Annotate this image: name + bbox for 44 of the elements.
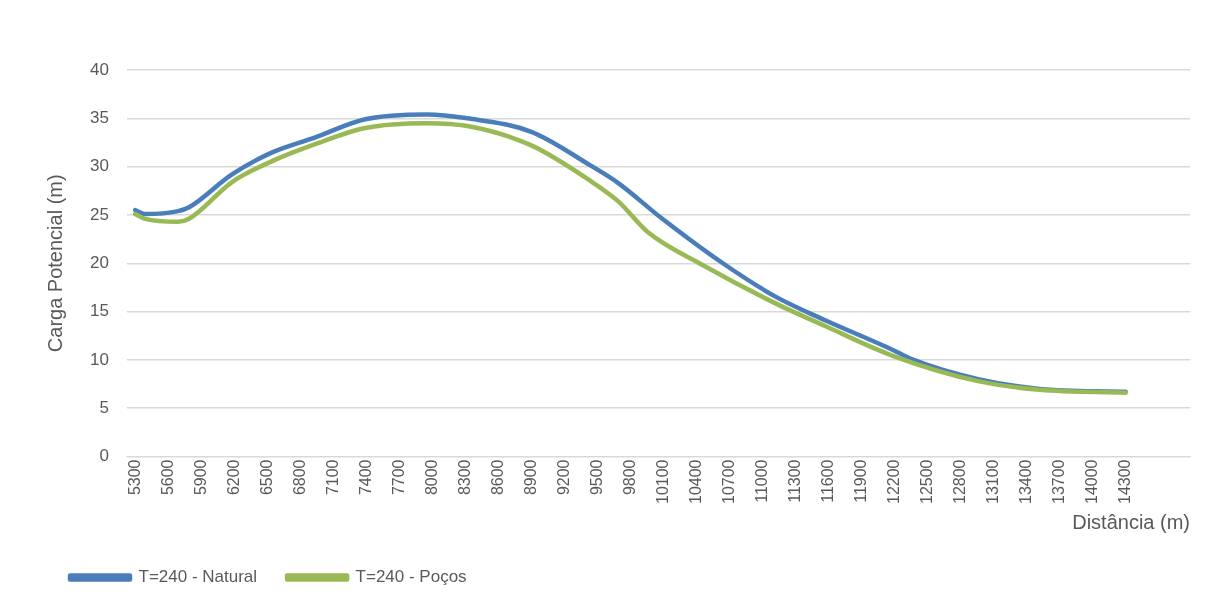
x-tick-label: 7400 (356, 459, 374, 496)
y-tick-label: 35 (89, 108, 109, 127)
x-tick-label: 6200 (224, 459, 242, 496)
y-tick-label: 5 (99, 397, 109, 417)
x-tick-label: 7100 (323, 459, 341, 496)
y-tick-label: 40 (89, 59, 109, 79)
x-tick-label: 11600 (818, 459, 836, 503)
x-tick-label: 14300 (1116, 459, 1134, 505)
x-tick-label: 6500 (257, 459, 275, 496)
x-axis-title: Distância (m) (1072, 510, 1190, 533)
y-axis-title: Carga Potencial (m) (43, 174, 66, 353)
y-tick-label: 0 (99, 446, 109, 466)
x-tick-label: 12800 (950, 459, 968, 505)
x-tick-label: 10700 (719, 459, 737, 505)
legend-label: T=240 - Natural (138, 567, 258, 587)
y-tick-label: 20 (89, 252, 109, 272)
x-tick-label: 13100 (983, 459, 1001, 505)
x-tick-label: 8000 (422, 459, 440, 496)
x-tick-label: 13700 (1050, 459, 1067, 505)
x-tick-label: 9800 (620, 459, 638, 496)
x-tick-label: 12500 (917, 459, 935, 505)
x-tick-label: 5900 (191, 459, 209, 496)
y-tick-label: 25 (89, 204, 109, 224)
x-tick-label: 10100 (653, 459, 671, 505)
y-tick-label: 15 (89, 301, 109, 321)
x-tick-label: 5300 (125, 459, 143, 496)
x-tick-label: 8300 (455, 459, 473, 496)
y-tick-label: 30 (89, 156, 109, 176)
x-tick-label: 11900 (851, 459, 869, 503)
x-tick-label: 10400 (686, 459, 704, 505)
x-tick-label: 9200 (554, 459, 572, 496)
x-tick-label: 5600 (158, 459, 176, 496)
legend-label: T=240 - Poços (355, 567, 467, 587)
x-tick-label: 13400 (1016, 459, 1034, 505)
y-tick-label: 10 (89, 349, 109, 369)
x-tick-label: 12200 (884, 459, 902, 505)
x-tick-label: 8600 (488, 459, 506, 496)
x-tick-label: 11300 (785, 459, 803, 503)
x-tick-label: 9500 (587, 459, 605, 496)
x-tick-label: 14000 (1083, 459, 1101, 505)
x-tick-label: 6800 (290, 459, 308, 496)
x-tick-label: 11000 (752, 459, 770, 503)
x-tick-label: 7700 (389, 459, 407, 496)
x-tick-label: 8900 (521, 459, 539, 496)
